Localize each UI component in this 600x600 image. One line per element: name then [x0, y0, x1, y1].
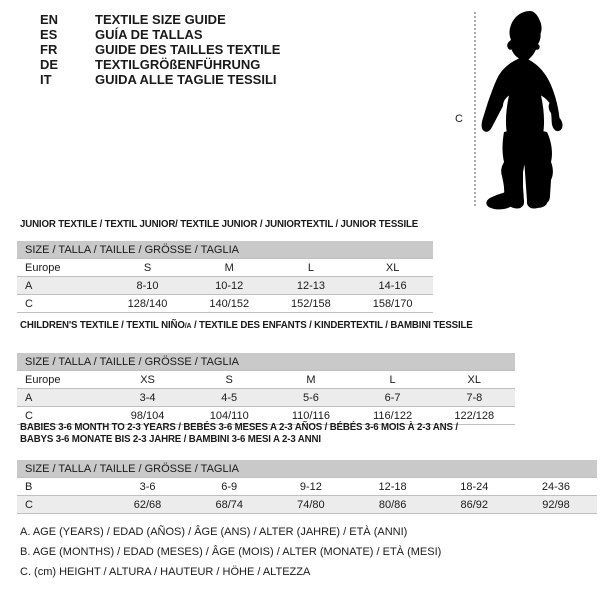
svg-text:C: C [455, 113, 463, 125]
